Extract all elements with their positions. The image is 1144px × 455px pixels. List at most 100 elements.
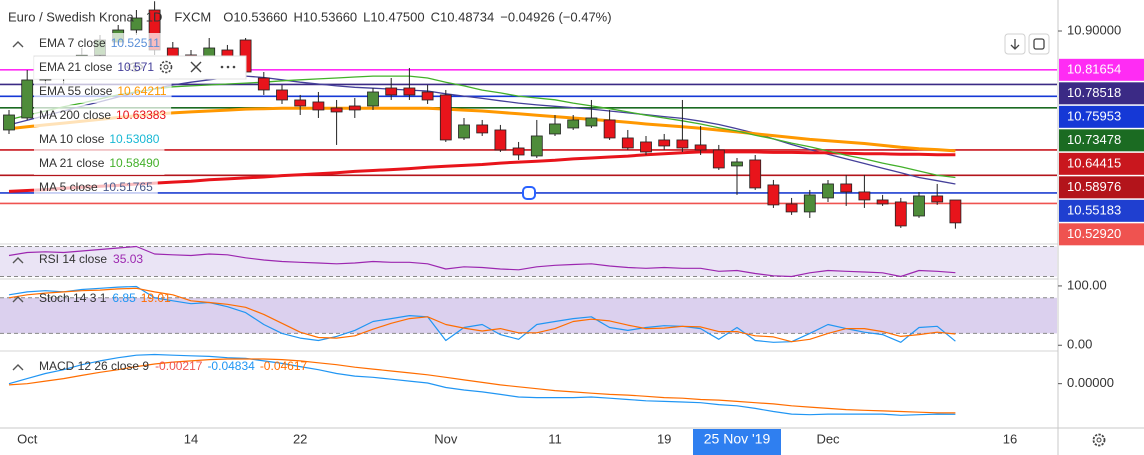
candle-body xyxy=(421,91,434,101)
legend-value: 10.53080 xyxy=(109,132,159,146)
price-label: 10.75953 xyxy=(1067,108,1121,123)
candle-body xyxy=(549,123,561,135)
price-label-box xyxy=(1059,105,1144,128)
candle-body xyxy=(3,114,15,131)
indicator-line xyxy=(8,150,956,193)
indicator-line xyxy=(8,287,956,343)
candle-body xyxy=(949,199,962,224)
legend-bg xyxy=(34,105,172,127)
candle-body xyxy=(858,191,871,201)
legend-name: MA 21 close xyxy=(39,156,105,170)
legend-value: 6.85 xyxy=(112,291,136,305)
collapse-button[interactable] xyxy=(12,41,24,48)
candle-body xyxy=(439,94,452,141)
header-text: −0.04926 (−0.47%) xyxy=(500,9,611,24)
price-label-box xyxy=(1059,152,1144,175)
candle-body xyxy=(276,89,288,101)
legend-bg xyxy=(34,129,165,151)
candle-body xyxy=(731,161,743,167)
candle-body xyxy=(712,149,725,169)
band xyxy=(0,246,1057,277)
candle-body xyxy=(257,77,270,91)
header-text: C10.48734 xyxy=(431,9,495,24)
header-text: Euro / Swedish Krona xyxy=(8,9,135,24)
candle-body xyxy=(21,79,34,119)
y-tick-label: 0.00 xyxy=(1067,337,1092,352)
candle-body xyxy=(494,129,507,151)
header-text: O10.53660 xyxy=(223,9,287,24)
header-text: H10.53660 xyxy=(294,9,358,24)
x-tick-label: 11 xyxy=(548,431,562,446)
x-tick-label: 19 xyxy=(657,431,671,446)
x-tick-label: Oct xyxy=(17,431,38,446)
legend-value: 10.58490 xyxy=(109,156,159,170)
legend-value: -0.04834 xyxy=(207,359,255,373)
legend-bg xyxy=(34,57,160,79)
price-label-box xyxy=(1059,82,1144,105)
legend-name: MACD 12 26 close 9 xyxy=(39,359,149,373)
legend-name: EMA 21 close xyxy=(39,60,113,74)
candle-body xyxy=(458,124,470,139)
legend-name: Stoch 14 3 1 xyxy=(39,291,107,305)
indicator-line xyxy=(8,285,956,343)
price-label-box xyxy=(1059,129,1144,152)
x-tick-label: 14 xyxy=(184,431,198,446)
candle-body xyxy=(676,139,689,149)
candle-body xyxy=(585,117,598,127)
price-label: 10.58976 xyxy=(1067,179,1121,194)
x-tick-label: Nov xyxy=(434,431,458,446)
candle-body xyxy=(166,47,179,57)
candle-body xyxy=(621,137,634,149)
settings-icon[interactable] xyxy=(159,60,173,74)
x-tick-label: 22 xyxy=(293,431,307,446)
legend-value: 10.64211 xyxy=(117,84,166,98)
price-label: 10.78518 xyxy=(1067,85,1121,100)
price-label: 10.81654 xyxy=(1067,61,1121,76)
candle-body xyxy=(694,144,707,151)
candle-body xyxy=(876,199,889,205)
candle-body xyxy=(640,141,652,153)
legend-name: RSI 14 close xyxy=(39,252,107,266)
settings-gear[interactable] xyxy=(1092,433,1106,447)
candle-body xyxy=(476,124,489,134)
candle-body xyxy=(913,195,925,217)
candle-body xyxy=(822,183,834,199)
legend-value: 35.03 xyxy=(113,252,143,266)
remove-icon[interactable] xyxy=(190,61,202,73)
legend-name: MA 10 close xyxy=(39,132,105,146)
y-tick-label: 10.90000 xyxy=(1067,22,1121,37)
header-text: L10.47500 xyxy=(363,9,424,24)
price-label: 10.55183 xyxy=(1067,202,1121,217)
legend-value: 19.01 xyxy=(141,291,171,305)
legend-name: MA 200 close xyxy=(39,108,111,122)
more-icon[interactable] xyxy=(220,65,236,69)
collapse-button[interactable] xyxy=(12,296,24,303)
legend-name: EMA 7 close xyxy=(39,36,106,50)
candle-body xyxy=(894,201,907,227)
crosshair-label: 25 Nov '19 xyxy=(704,431,771,447)
collapse-button[interactable] xyxy=(12,364,24,371)
legend-value: 10.52511 xyxy=(111,36,160,50)
drawing-handle[interactable] xyxy=(522,186,536,200)
candle-body xyxy=(767,184,780,206)
crosshair-label-box xyxy=(693,429,781,455)
candle-body xyxy=(567,119,580,129)
candle-body xyxy=(658,139,671,147)
header-text: FXCM xyxy=(174,9,211,24)
candle-body xyxy=(367,91,379,107)
indicator-line xyxy=(8,245,956,278)
indicator-line xyxy=(8,358,956,414)
candle-body xyxy=(348,105,361,111)
indicator-line xyxy=(8,353,956,416)
legend-name: EMA 55 close xyxy=(39,84,113,98)
candle-body xyxy=(530,135,543,157)
y-tick-label: 0.00000 xyxy=(1067,375,1114,390)
maximize-button[interactable] xyxy=(1028,33,1050,55)
collapse-button[interactable] xyxy=(12,257,24,264)
candle-body xyxy=(749,159,762,189)
candle-body xyxy=(385,87,398,96)
legend-bg xyxy=(34,153,165,175)
candle-body xyxy=(803,194,816,213)
candle-body xyxy=(294,99,307,107)
